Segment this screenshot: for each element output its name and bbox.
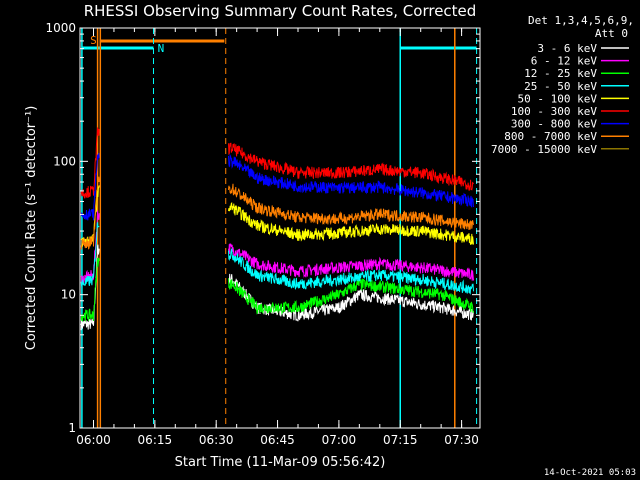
legend-label: 3 - 6 keV xyxy=(537,42,597,55)
x-tick-label: 07:15 xyxy=(383,433,418,447)
x-tick-label: 07:30 xyxy=(444,433,479,447)
series-line-7 xyxy=(228,183,474,231)
series-line-2 xyxy=(228,277,474,315)
series-line-7 xyxy=(80,176,100,250)
legend-label: 6 - 12 keV xyxy=(531,55,598,68)
legend-label: 12 - 25 keV xyxy=(524,67,597,80)
detector-info-line-2: Att 0 xyxy=(595,27,628,40)
x-axis-ticks: 06:00 06:15 06:30 06:45 07:00 07:15 07:30 xyxy=(76,28,479,447)
legend-label: 7000 - 15000 keV xyxy=(491,143,597,156)
series-line-6 xyxy=(228,153,474,208)
y-tick-label: 100 xyxy=(53,154,76,168)
timestamp: 14-Oct-2021 05:03 xyxy=(544,468,636,478)
legend-label: 800 - 7000 keV xyxy=(504,130,597,143)
legend-label: 25 - 50 keV xyxy=(524,80,597,93)
series-line-2 xyxy=(80,257,100,322)
series-line-6 xyxy=(80,152,100,221)
series-line-3 xyxy=(80,222,100,287)
x-tick-label: 06:45 xyxy=(260,433,295,447)
legend-label: 100 - 300 keV xyxy=(511,105,597,118)
y-tick-label: 10 xyxy=(61,288,76,302)
legend-label: 300 - 800 keV xyxy=(511,118,597,131)
chart-title: RHESSI Observing Summary Count Rates, Co… xyxy=(84,2,477,20)
series-line-5 xyxy=(228,142,474,191)
x-tick-label: 06:15 xyxy=(138,433,173,447)
y-axis-label: Corrected Count Rate (s⁻¹ detector⁻¹) xyxy=(24,106,39,351)
series-line-1 xyxy=(228,243,474,281)
series-line-3 xyxy=(228,248,474,295)
y-tick-label: 1000 xyxy=(45,21,76,35)
x-tick-label: 07:00 xyxy=(322,433,357,447)
x-tick-label: 06:30 xyxy=(199,433,234,447)
series-line-0 xyxy=(228,273,474,322)
y-tick-label: 1 xyxy=(68,421,76,435)
series-line-5 xyxy=(80,127,100,199)
night-flag-label: N xyxy=(158,42,165,55)
series-line-4 xyxy=(228,201,474,245)
detector-info-line-1: Det 1,3,4,5,6,9, xyxy=(528,14,634,27)
legend-label: 50 - 100 keV xyxy=(518,92,598,105)
plot-frame xyxy=(79,27,481,429)
x-axis-label: Start Time (11-Mar-09 05:56:42) xyxy=(175,455,386,470)
plot-marks: SN xyxy=(80,28,478,428)
y-axis-ticks: 1 10 100 1000 xyxy=(45,21,480,435)
x-tick-label: 06:00 xyxy=(76,433,111,447)
saa-flag-label: S xyxy=(90,34,97,47)
